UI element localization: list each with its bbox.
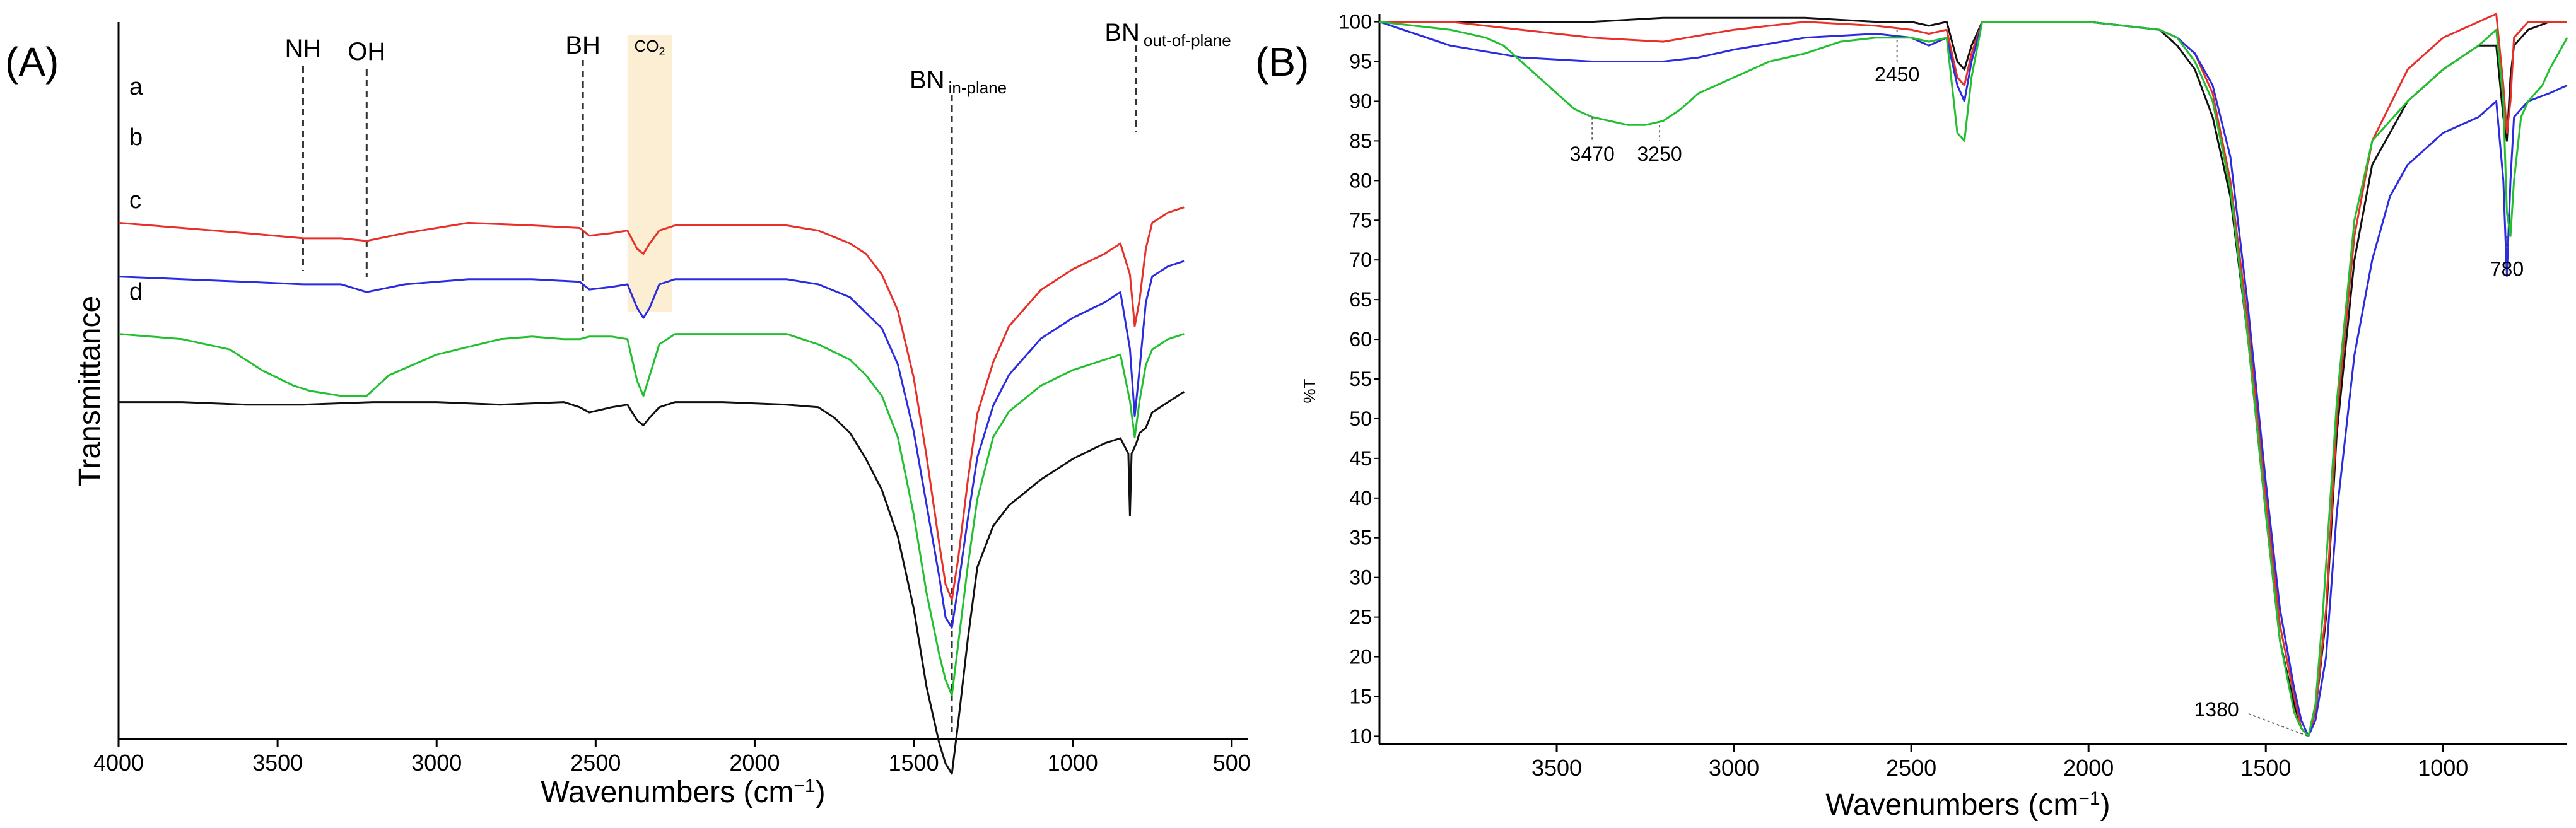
panel-b-series-blue — [1379, 21, 2568, 737]
panel-a-x-tick-label: 2500 — [570, 750, 621, 776]
panel-a-annotations: NH OH BH CO2 BN in-plane BN out-of-plane — [285, 19, 1231, 732]
panel-b-series-green — [1379, 21, 2568, 737]
panel-b-annotations: 3470 3250 2450 780 1380 — [1570, 30, 2524, 737]
panel-b-y-tick-label: 20 — [1349, 646, 1372, 668]
panel-b-label: (B) — [1255, 39, 1309, 85]
panel-b-x-tick-label: 1000 — [2418, 755, 2468, 781]
panel-b-y-tick-label: 15 — [1349, 685, 1372, 708]
panel-a: (A) Transmittance Wavenumbers (cm−1) 400… — [5, 19, 1251, 809]
curve-label-c: c — [129, 187, 141, 214]
panel-b-y-tick-label: 40 — [1349, 487, 1372, 510]
panel-b-y-tick-label: 60 — [1349, 328, 1372, 351]
panel-b-x-tick-label: 2500 — [1886, 755, 1936, 781]
panel-a-x-label: Wavenumbers (cm−1) — [541, 776, 825, 810]
panel-b-y-tick-label: 25 — [1349, 606, 1372, 629]
panel-b-y-tick-label: 95 — [1349, 50, 1372, 73]
panel-a-x-tick-label: 3500 — [252, 750, 303, 776]
peak-label-780: 780 — [2490, 257, 2524, 280]
panel-b-y-tick-label: 30 — [1349, 566, 1372, 589]
panel-b-series-black — [1379, 16, 2567, 737]
peak-marker-line-1380 — [2248, 713, 2309, 737]
bh-label: BH — [565, 32, 600, 59]
panel-a-y-label: Transmittance — [73, 296, 107, 486]
panel-a-series-a — [118, 206, 1185, 601]
curve-label-b: b — [129, 124, 143, 151]
panel-b-y-tick-label: 100 — [1338, 11, 1372, 33]
peak-label-1380: 1380 — [2194, 698, 2239, 721]
panel-a-label: (A) — [5, 39, 59, 85]
bn-out-of-plane-label: BN out-of-plane — [1104, 19, 1231, 50]
panel-b-x-tick-label: 3000 — [1709, 755, 1759, 781]
panel-b-x-tick-label: 2000 — [2063, 755, 2114, 781]
panel-b-series — [1379, 13, 2568, 737]
panel-a-series-c — [118, 333, 1185, 697]
panel-b-y-tick-label: 45 — [1349, 447, 1372, 470]
panel-b-y-tick-label: 80 — [1349, 169, 1372, 192]
panel-b-y-tick-label: 10 — [1349, 725, 1372, 747]
panel-a-curve-labels: ab c d — [129, 74, 143, 305]
panel-b-x-tick-label: 1500 — [2240, 755, 2291, 781]
panel-a-x-tick-label: 1000 — [1048, 750, 1098, 776]
panel-a-x-ticks: 4000 3500 3000 2500 2000 1500 1000 500 — [93, 739, 1251, 776]
peak-label-3250: 3250 — [1637, 143, 1682, 165]
panel-b-y-tick-label: 70 — [1349, 248, 1372, 271]
panel-b-y-tick-label: 35 — [1349, 527, 1372, 549]
co2-label: CO2 — [635, 37, 665, 58]
panel-a-series-d — [119, 390, 1185, 775]
panel-a-x-tick-label: 1500 — [889, 750, 939, 776]
panel-a-x-tick-label: 2000 — [729, 750, 780, 776]
oh-label: OH — [348, 38, 385, 66]
panel-a-x-tick-label: 500 — [1213, 750, 1251, 776]
nh-label: NH — [285, 35, 322, 62]
panel-b-ticks: 10 15 20 25 30 35 40 45 50 55 60 65 70 75 80 85 90 95 100 3… — [1338, 11, 2469, 781]
panel-b-y-tick-label: 85 — [1349, 129, 1372, 152]
bn-in-plane-label: BN in-plane — [910, 66, 1007, 97]
panel-b-x-tick-label: 3500 — [1531, 755, 1582, 781]
panel-a-x-tick-label: 3000 — [411, 750, 462, 776]
panel-b-y-label: %T — [1300, 378, 1319, 403]
curve-label-a: a — [129, 74, 143, 100]
panel-b-y-tick-label: 55 — [1349, 368, 1372, 390]
panel-b-x-label: Wavenumbers (cm−1) — [1825, 788, 2110, 822]
panel-a-series — [118, 206, 1185, 775]
panel-a-x-tick-label: 4000 — [93, 750, 144, 776]
peak-label-3470: 3470 — [1570, 143, 1615, 165]
panel-b-y-tick-label: 50 — [1349, 407, 1372, 430]
co2-highlight-band — [627, 35, 672, 312]
panel-b-y-tick-label: 65 — [1349, 288, 1372, 311]
peak-label-2450: 2450 — [1875, 63, 1919, 86]
curve-label-d: d — [129, 279, 143, 305]
panel-b-y-tick-label: 90 — [1349, 90, 1372, 112]
panel-b: (B) %T Wavenumbers (cm−1) 10 15 20 25 30 35 40… — [1255, 11, 2568, 822]
panel-b-y-tick-label: 75 — [1349, 209, 1372, 231]
panel-a-series-b — [118, 260, 1185, 629]
panel-b-series-red — [1379, 13, 2567, 737]
